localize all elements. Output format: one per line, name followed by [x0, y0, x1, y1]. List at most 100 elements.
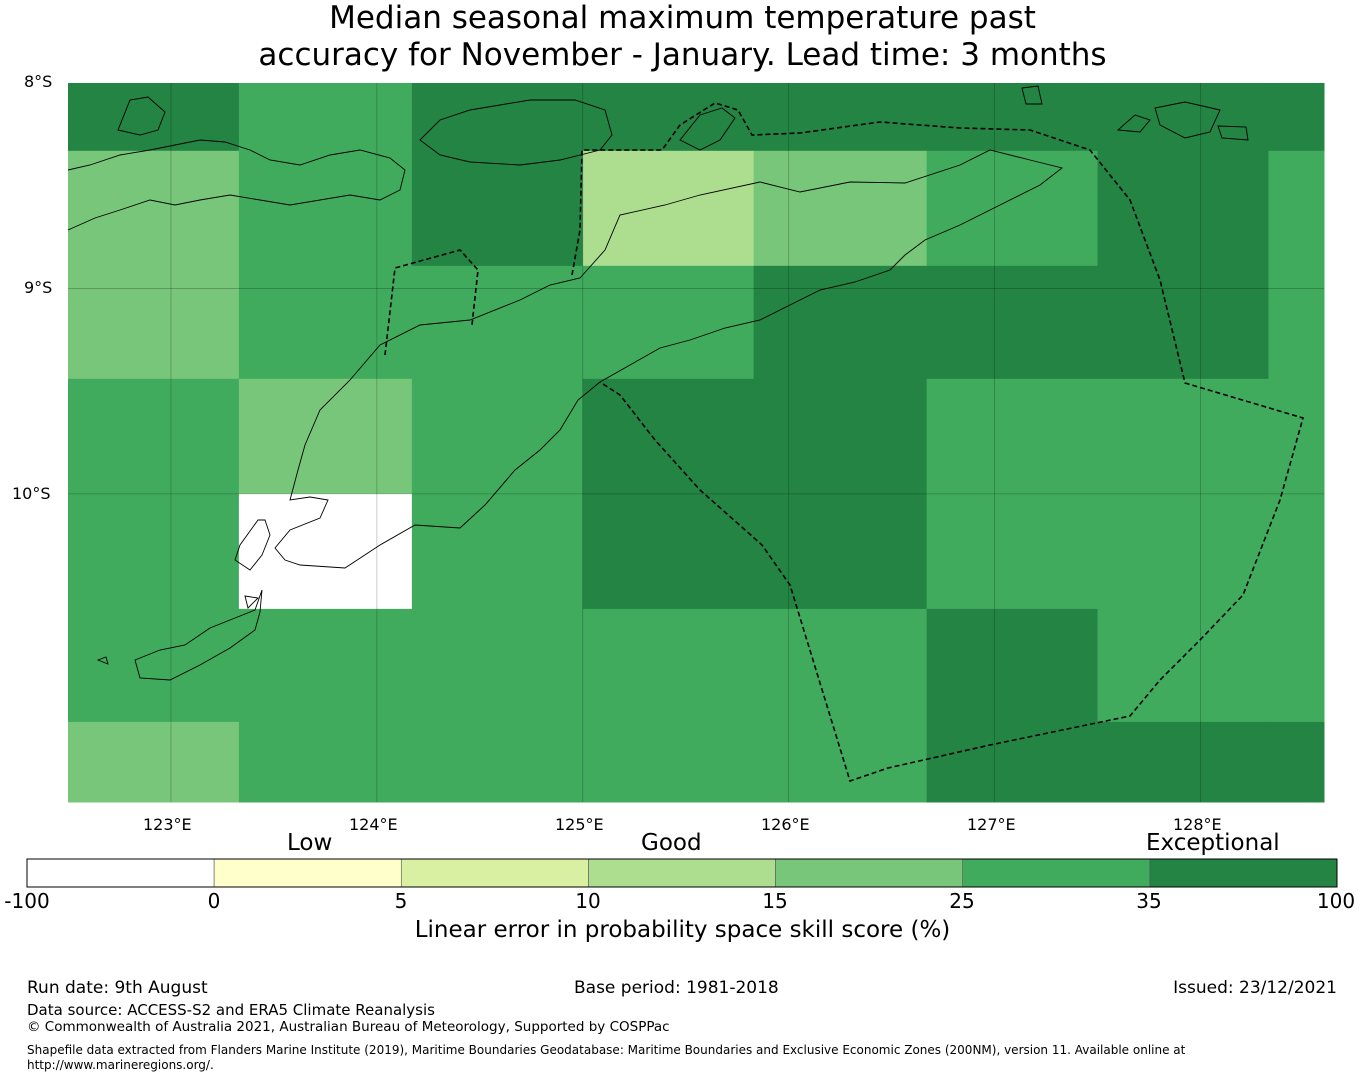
- lon-label-126e: 126°E: [761, 815, 810, 834]
- grid-cell: [1097, 83, 1269, 152]
- coastline-rote: [134, 589, 263, 681]
- grid-cell: [582, 150, 755, 267]
- lat-label-10s: 10°S: [12, 484, 51, 503]
- coastline-wetar: [679, 107, 736, 151]
- title-line-1: Median seasonal maximum temperature past: [329, 0, 1036, 36]
- colorbar-swatch: [962, 858, 1151, 888]
- grid-cell: [238, 150, 413, 267]
- skill-grid: [68, 83, 1325, 803]
- grid-cell: [68, 150, 240, 267]
- grid-cell: [1097, 150, 1269, 267]
- grid-cell: [411, 150, 584, 267]
- lat-label-9s: 9°S: [24, 278, 53, 297]
- grid-cell: [926, 378, 1099, 495]
- lat-label-8s: 8°S: [24, 72, 53, 91]
- grid-cell: [582, 265, 755, 380]
- grid-cell: [238, 83, 413, 152]
- grid-cell: [238, 608, 413, 723]
- grid-cell: [68, 721, 240, 803]
- shapefile-credit-line-2: http://www.marineregions.org/.: [27, 1058, 214, 1072]
- eez-boundary-oecusse: [384, 249, 479, 356]
- colorbar-outline: [26, 858, 1338, 888]
- grid-cell: [926, 608, 1099, 723]
- grid-cell: [1097, 721, 1269, 803]
- grid-cell: [926, 83, 1099, 152]
- colorbar-tick: 15: [762, 889, 788, 913]
- lon-label-123e: 123°E: [143, 815, 192, 834]
- grid-cell: [1097, 265, 1269, 380]
- grid-cell: [1268, 721, 1325, 803]
- colorbar-category-exceptional: Exceptional: [1146, 830, 1280, 856]
- grid-cell: [411, 721, 584, 803]
- colorbar-tick: 10: [575, 889, 601, 913]
- grid-cell: [238, 493, 413, 610]
- coastline-east-isl-2: [1154, 101, 1221, 139]
- grid-cell: [238, 265, 413, 380]
- colorbar-category-good: Good: [641, 830, 702, 856]
- grid-cell: [68, 608, 240, 723]
- grid-cell: [926, 265, 1099, 380]
- grid-cell: [1268, 265, 1325, 380]
- grid-cell: [411, 608, 584, 723]
- coastline-timor: [274, 149, 1064, 569]
- grid-cell: [411, 83, 584, 152]
- shapefile-credit: Shapefile data extracted from Flanders M…: [27, 1043, 1185, 1073]
- grid-cell: [1097, 493, 1269, 610]
- grid-cell: [1097, 378, 1269, 495]
- colorbar-tick: 35: [1136, 889, 1162, 913]
- grid-cell: [68, 83, 240, 152]
- grid-cell: [753, 721, 928, 803]
- coastlines: [67, 85, 1249, 681]
- colorbar-tick: 0: [207, 889, 221, 913]
- grid-cell: [753, 378, 928, 495]
- grid-cell: [753, 608, 928, 723]
- colorbar-tick: 25: [949, 889, 975, 913]
- lon-label-128e: 128°E: [1173, 815, 1222, 834]
- colorbar-swatch: [588, 858, 776, 888]
- coastline-east-isl-3: [1021, 85, 1043, 105]
- colorbar-swatch: [213, 858, 402, 888]
- coastline-south-small: [96, 656, 109, 665]
- title-line-2: accuracy for November - January. Lead ti…: [258, 37, 1107, 73]
- colorbar-swatch: [775, 858, 964, 888]
- colorbar-tick: 5: [394, 889, 408, 913]
- grid-cell: [753, 493, 928, 610]
- grid-cell: [411, 378, 584, 495]
- coastline-east-isl-1: [1116, 114, 1151, 133]
- grid-cell: [753, 150, 928, 267]
- grid-cell: [582, 608, 755, 723]
- grid-cell: [68, 493, 240, 610]
- graticule: [68, 83, 1324, 802]
- map-title: Median seasonal maximum temperature past…: [0, 0, 1365, 74]
- grid-cell: [411, 493, 584, 610]
- grid-cell: [238, 721, 413, 803]
- run-date: Run date: 9th August: [27, 978, 208, 998]
- grid-cell: [1268, 378, 1325, 495]
- base-period: Base period: 1981-2018: [574, 978, 779, 998]
- issued-date: Issued: 23/12/2021: [1173, 978, 1337, 998]
- colorbar-swatch: [26, 858, 215, 888]
- grid-cell: [68, 378, 240, 495]
- colorbar-tick: -100: [4, 889, 50, 913]
- grid-cell: [926, 150, 1099, 267]
- grid-cell: [1268, 83, 1325, 152]
- grid-cell: [753, 83, 928, 152]
- grid-cell: [1268, 150, 1325, 267]
- grid-cell: [1268, 608, 1325, 723]
- maritime-boundaries: [384, 102, 1304, 783]
- lon-label-125e: 125°E: [555, 815, 604, 834]
- colorbar-swatch: [1149, 858, 1338, 888]
- colorbar-tick: 100: [1316, 889, 1356, 913]
- coastline-island-north: [117, 96, 166, 136]
- grid-cell: [1097, 608, 1269, 723]
- lon-label-124e: 124°E: [349, 815, 398, 834]
- grid-cell: [582, 721, 755, 803]
- grid-cell: [1268, 493, 1325, 610]
- coastline-east-isl-4: [1217, 125, 1249, 141]
- colorbar-swatch: [400, 858, 589, 888]
- colorbar: [26, 858, 1338, 888]
- grid-cell: [753, 265, 928, 380]
- grid-cell: [582, 493, 755, 610]
- grid-cell: [926, 721, 1099, 803]
